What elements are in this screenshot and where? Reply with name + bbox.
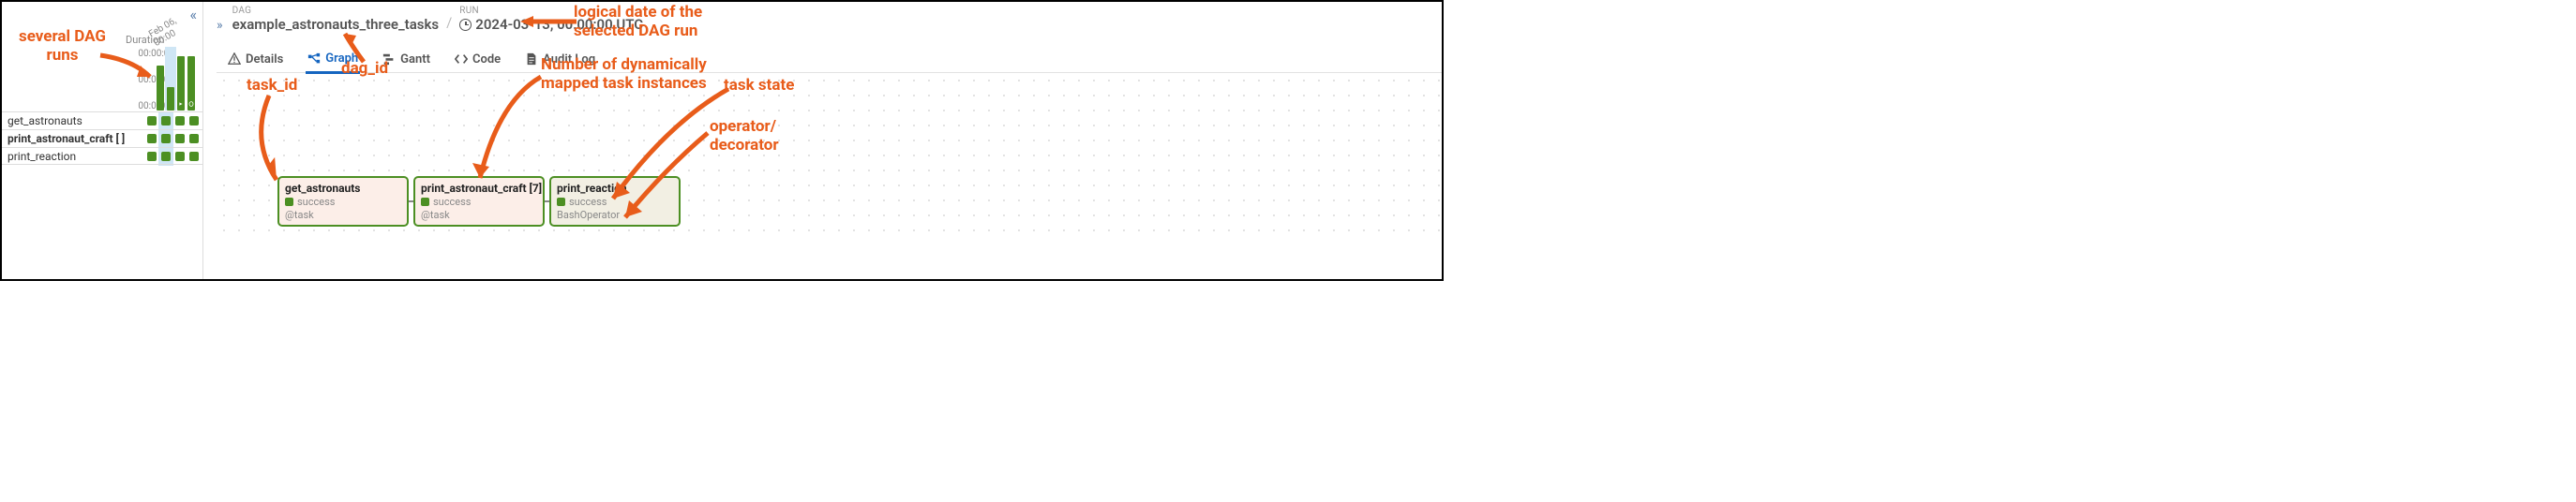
- task-dot[interactable]: [175, 134, 185, 143]
- tabs: Details Graph Gantt Code Audit Log: [217, 46, 1442, 73]
- tab-label: Code: [472, 52, 501, 66]
- doc-icon: [525, 52, 538, 66]
- node-status: success: [297, 196, 335, 208]
- node-title: print_astronaut_craft [7]: [421, 182, 537, 195]
- task-dot[interactable]: [147, 116, 157, 126]
- warning-icon: [228, 52, 241, 66]
- task-dot[interactable]: [175, 116, 185, 126]
- node-operator: @task: [285, 209, 401, 221]
- task-node-print-reaction[interactable]: print_reaction success BashOperator: [549, 176, 681, 227]
- node-operator: @task: [421, 209, 537, 221]
- tab-code[interactable]: Code: [453, 46, 502, 72]
- tab-label: Audit Log: [543, 52, 595, 66]
- task-dot[interactable]: [189, 134, 199, 143]
- tab-label: Graph: [325, 52, 358, 66]
- graph-icon: [307, 52, 321, 66]
- task-dot[interactable]: [161, 152, 171, 161]
- task-dot[interactable]: [147, 134, 157, 143]
- sidebar: « Duration Feb 06, 00:00 00:00:01 00:00:…: [2, 2, 203, 279]
- task-dot[interactable]: [175, 152, 185, 161]
- task-label: print_reaction: [7, 150, 76, 163]
- date-label: Feb 06, 00:00: [147, 8, 197, 49]
- task-dot[interactable]: [147, 152, 157, 161]
- status-dot: [285, 198, 293, 206]
- breadcrumb: » DAG example_astronauts_three_tasks / R…: [217, 2, 1442, 33]
- tab-details[interactable]: Details: [226, 46, 285, 72]
- node-title: get_astronauts: [285, 182, 401, 195]
- graph-canvas[interactable]: get_astronauts success @task print_astro…: [217, 73, 1442, 242]
- clock-icon: [459, 19, 472, 31]
- task-row[interactable]: get_astronauts: [2, 111, 202, 129]
- task-label: get_astronauts: [7, 114, 82, 127]
- tab-gantt[interactable]: Gantt: [381, 46, 432, 72]
- task-row[interactable]: print_reaction: [2, 147, 202, 165]
- task-node-get-astronauts[interactable]: get_astronauts success @task: [277, 176, 409, 227]
- code-icon: [455, 52, 468, 66]
- task-dot[interactable]: [161, 116, 171, 126]
- gantt-icon: [382, 52, 396, 66]
- run-bar[interactable]: [167, 87, 174, 111]
- run-timestamp[interactable]: 2024-03-13, 00:00:00 UTC: [459, 16, 643, 33]
- run-bar[interactable]: [157, 66, 164, 111]
- expand-icon[interactable]: »: [217, 18, 223, 33]
- node-status: success: [569, 196, 607, 208]
- run-value: 2024-03-13, 00:00:00 UTC: [475, 16, 643, 33]
- tab-audit-log[interactable]: Audit Log: [523, 46, 597, 72]
- task-dot[interactable]: [161, 134, 171, 143]
- main-panel: » DAG example_astronauts_three_tasks / R…: [203, 2, 1442, 279]
- task-node-print-astronaut-craft[interactable]: print_astronaut_craft [7] success @task: [413, 176, 545, 227]
- node-status: success: [433, 196, 471, 208]
- dag-id[interactable]: example_astronauts_three_tasks: [232, 16, 440, 33]
- task-list: get_astronauts print_astronaut_craft [ ]: [2, 111, 202, 165]
- task-dot[interactable]: [189, 152, 199, 161]
- breadcrumb-sep: /: [446, 14, 452, 33]
- tab-label: Gantt: [400, 52, 430, 66]
- status-dot: [421, 198, 429, 206]
- task-dot[interactable]: [189, 116, 199, 126]
- run-label: Run: [459, 6, 643, 16]
- tab-label: Details: [246, 52, 283, 66]
- dag-runs-chart[interactable]: [156, 47, 197, 111]
- task-label: print_astronaut_craft [ ]: [7, 132, 125, 145]
- task-row[interactable]: print_astronaut_craft [ ]: [2, 129, 202, 147]
- dag-label: DAG: [232, 6, 440, 16]
- status-dot: [557, 198, 565, 206]
- node-operator: BashOperator: [557, 209, 673, 221]
- tab-graph[interactable]: Graph: [306, 46, 360, 74]
- node-title: print_reaction: [557, 182, 673, 195]
